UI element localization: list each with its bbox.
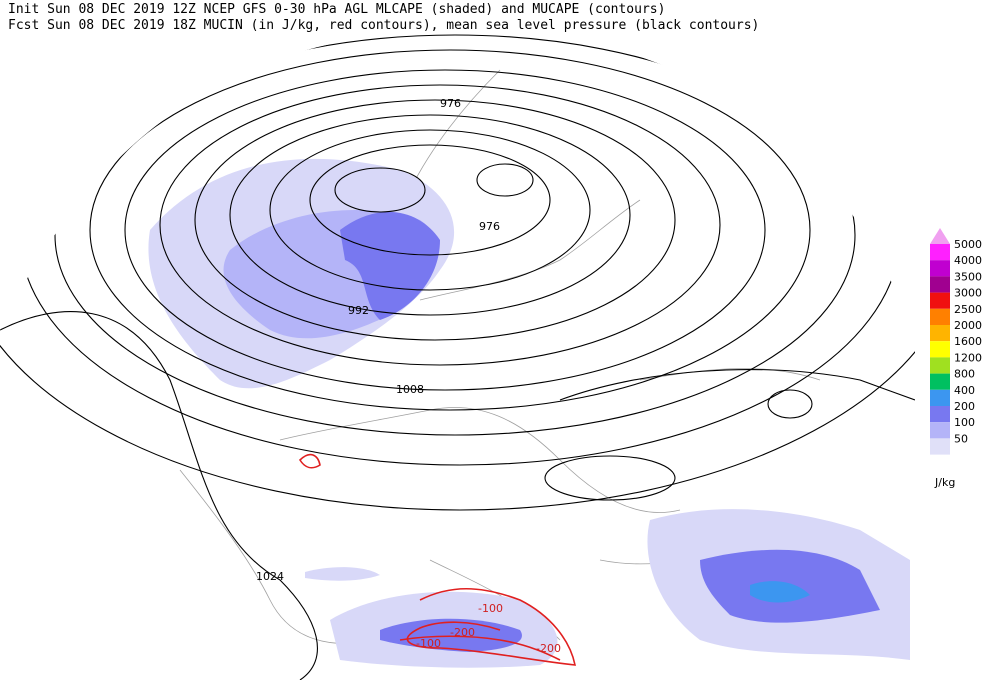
map-area <box>0 30 915 680</box>
isobar-label: 1008 <box>396 383 424 396</box>
colorbar-box <box>930 308 950 325</box>
colorbar-label: 50 <box>954 432 968 445</box>
colorbar-box <box>930 438 950 455</box>
colorbar-label: 100 <box>954 416 975 429</box>
isobar-label: 976 <box>440 97 461 110</box>
colorbar-label: 800 <box>954 368 975 381</box>
colorbar-label: 200 <box>954 400 975 413</box>
colorbar-label: 400 <box>954 384 975 397</box>
colorbar-box <box>930 341 950 358</box>
colorbar-box <box>930 292 950 309</box>
colorbar: 5000 4000 3500 3000 2500 2000 1600 1200 800 400 20… <box>930 238 982 455</box>
mucin-label: -100 <box>416 637 441 650</box>
isobar-label: 1024 <box>256 570 284 583</box>
colorbar-box <box>930 357 950 374</box>
colorbar-label: 3500 <box>954 270 982 283</box>
mucin-label: -200 <box>536 642 561 655</box>
colorbar-label: 1600 <box>954 335 982 348</box>
mucin-label: -200 <box>450 626 475 639</box>
isobar-label: 976 <box>479 220 500 233</box>
colorbar-box <box>930 373 950 390</box>
colorbar-unit: J/kg <box>934 476 955 489</box>
colorbar-box <box>930 422 950 439</box>
colorbar-box <box>930 406 950 423</box>
colorbar-box <box>930 389 950 406</box>
colorbar-label: 4000 <box>954 254 982 267</box>
colorbar-label: 2500 <box>954 303 982 316</box>
header-line: Init Sun 08 DEC 2019 12Z NCEP GFS 0-30 h… <box>8 2 665 17</box>
colorbar-cap <box>930 228 950 244</box>
isobar-label: 992 <box>348 304 369 317</box>
colorbar-box <box>930 325 950 342</box>
colorbar-box <box>930 244 950 261</box>
colorbar-box <box>930 276 950 293</box>
header-line: Fcst Sun 08 DEC 2019 18Z MUCIN (in J/kg,… <box>8 18 759 33</box>
colorbar-label: 2000 <box>954 319 982 332</box>
mucin-label: -100 <box>478 602 503 615</box>
colorbar-label: 1200 <box>954 351 982 364</box>
colorbar-box <box>930 260 950 277</box>
colorbar-label: 5000 <box>954 238 982 251</box>
colorbar-label: 3000 <box>954 287 982 300</box>
